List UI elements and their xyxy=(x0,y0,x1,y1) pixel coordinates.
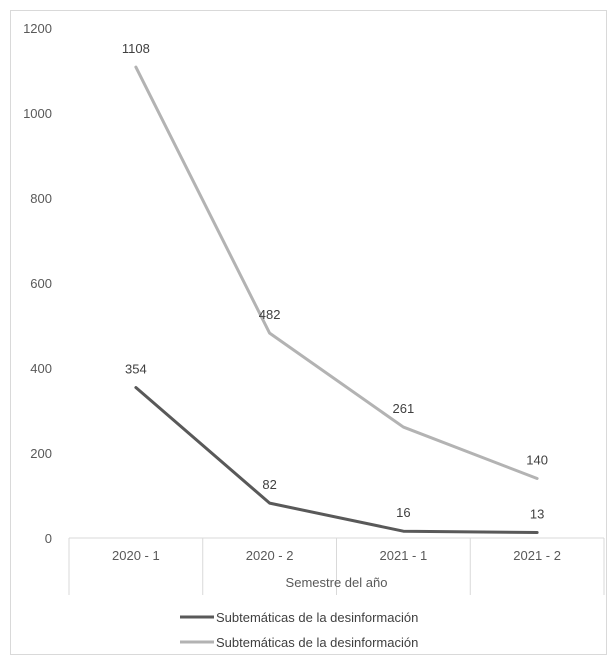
data-label: 354 xyxy=(125,362,147,377)
data-label: 82 xyxy=(262,477,276,492)
data-label: 140 xyxy=(526,453,548,468)
x-tick-label: 2021 - 2 xyxy=(513,548,561,563)
y-tick-label: 200 xyxy=(30,446,52,461)
x-tick-label: 2021 - 1 xyxy=(380,548,428,563)
y-tick-label: 800 xyxy=(30,191,52,206)
legend-label-1: Subtemáticas de la desinformación xyxy=(216,610,418,625)
data-label: 13 xyxy=(530,506,544,521)
y-tick-label: 600 xyxy=(30,276,52,291)
x-tick-label: 2020 - 1 xyxy=(112,548,160,563)
series-line-1 xyxy=(134,386,539,534)
y-tick-label: 1000 xyxy=(23,106,52,121)
x-axis-title: Semestre del año xyxy=(286,575,388,590)
data-label: 482 xyxy=(259,307,281,322)
data-label: 261 xyxy=(393,401,415,416)
y-tick-label: 400 xyxy=(30,361,52,376)
data-label: 16 xyxy=(396,505,410,520)
y-tick-label: 1200 xyxy=(23,21,52,36)
legend-label-2: Subtemáticas de la desinformación xyxy=(216,635,418,650)
y-tick-label: 0 xyxy=(45,531,52,546)
series-line-2 xyxy=(134,65,539,480)
chart-frame xyxy=(10,10,607,655)
x-tick-label: 2020 - 2 xyxy=(246,548,294,563)
data-label: 1108 xyxy=(122,41,150,56)
